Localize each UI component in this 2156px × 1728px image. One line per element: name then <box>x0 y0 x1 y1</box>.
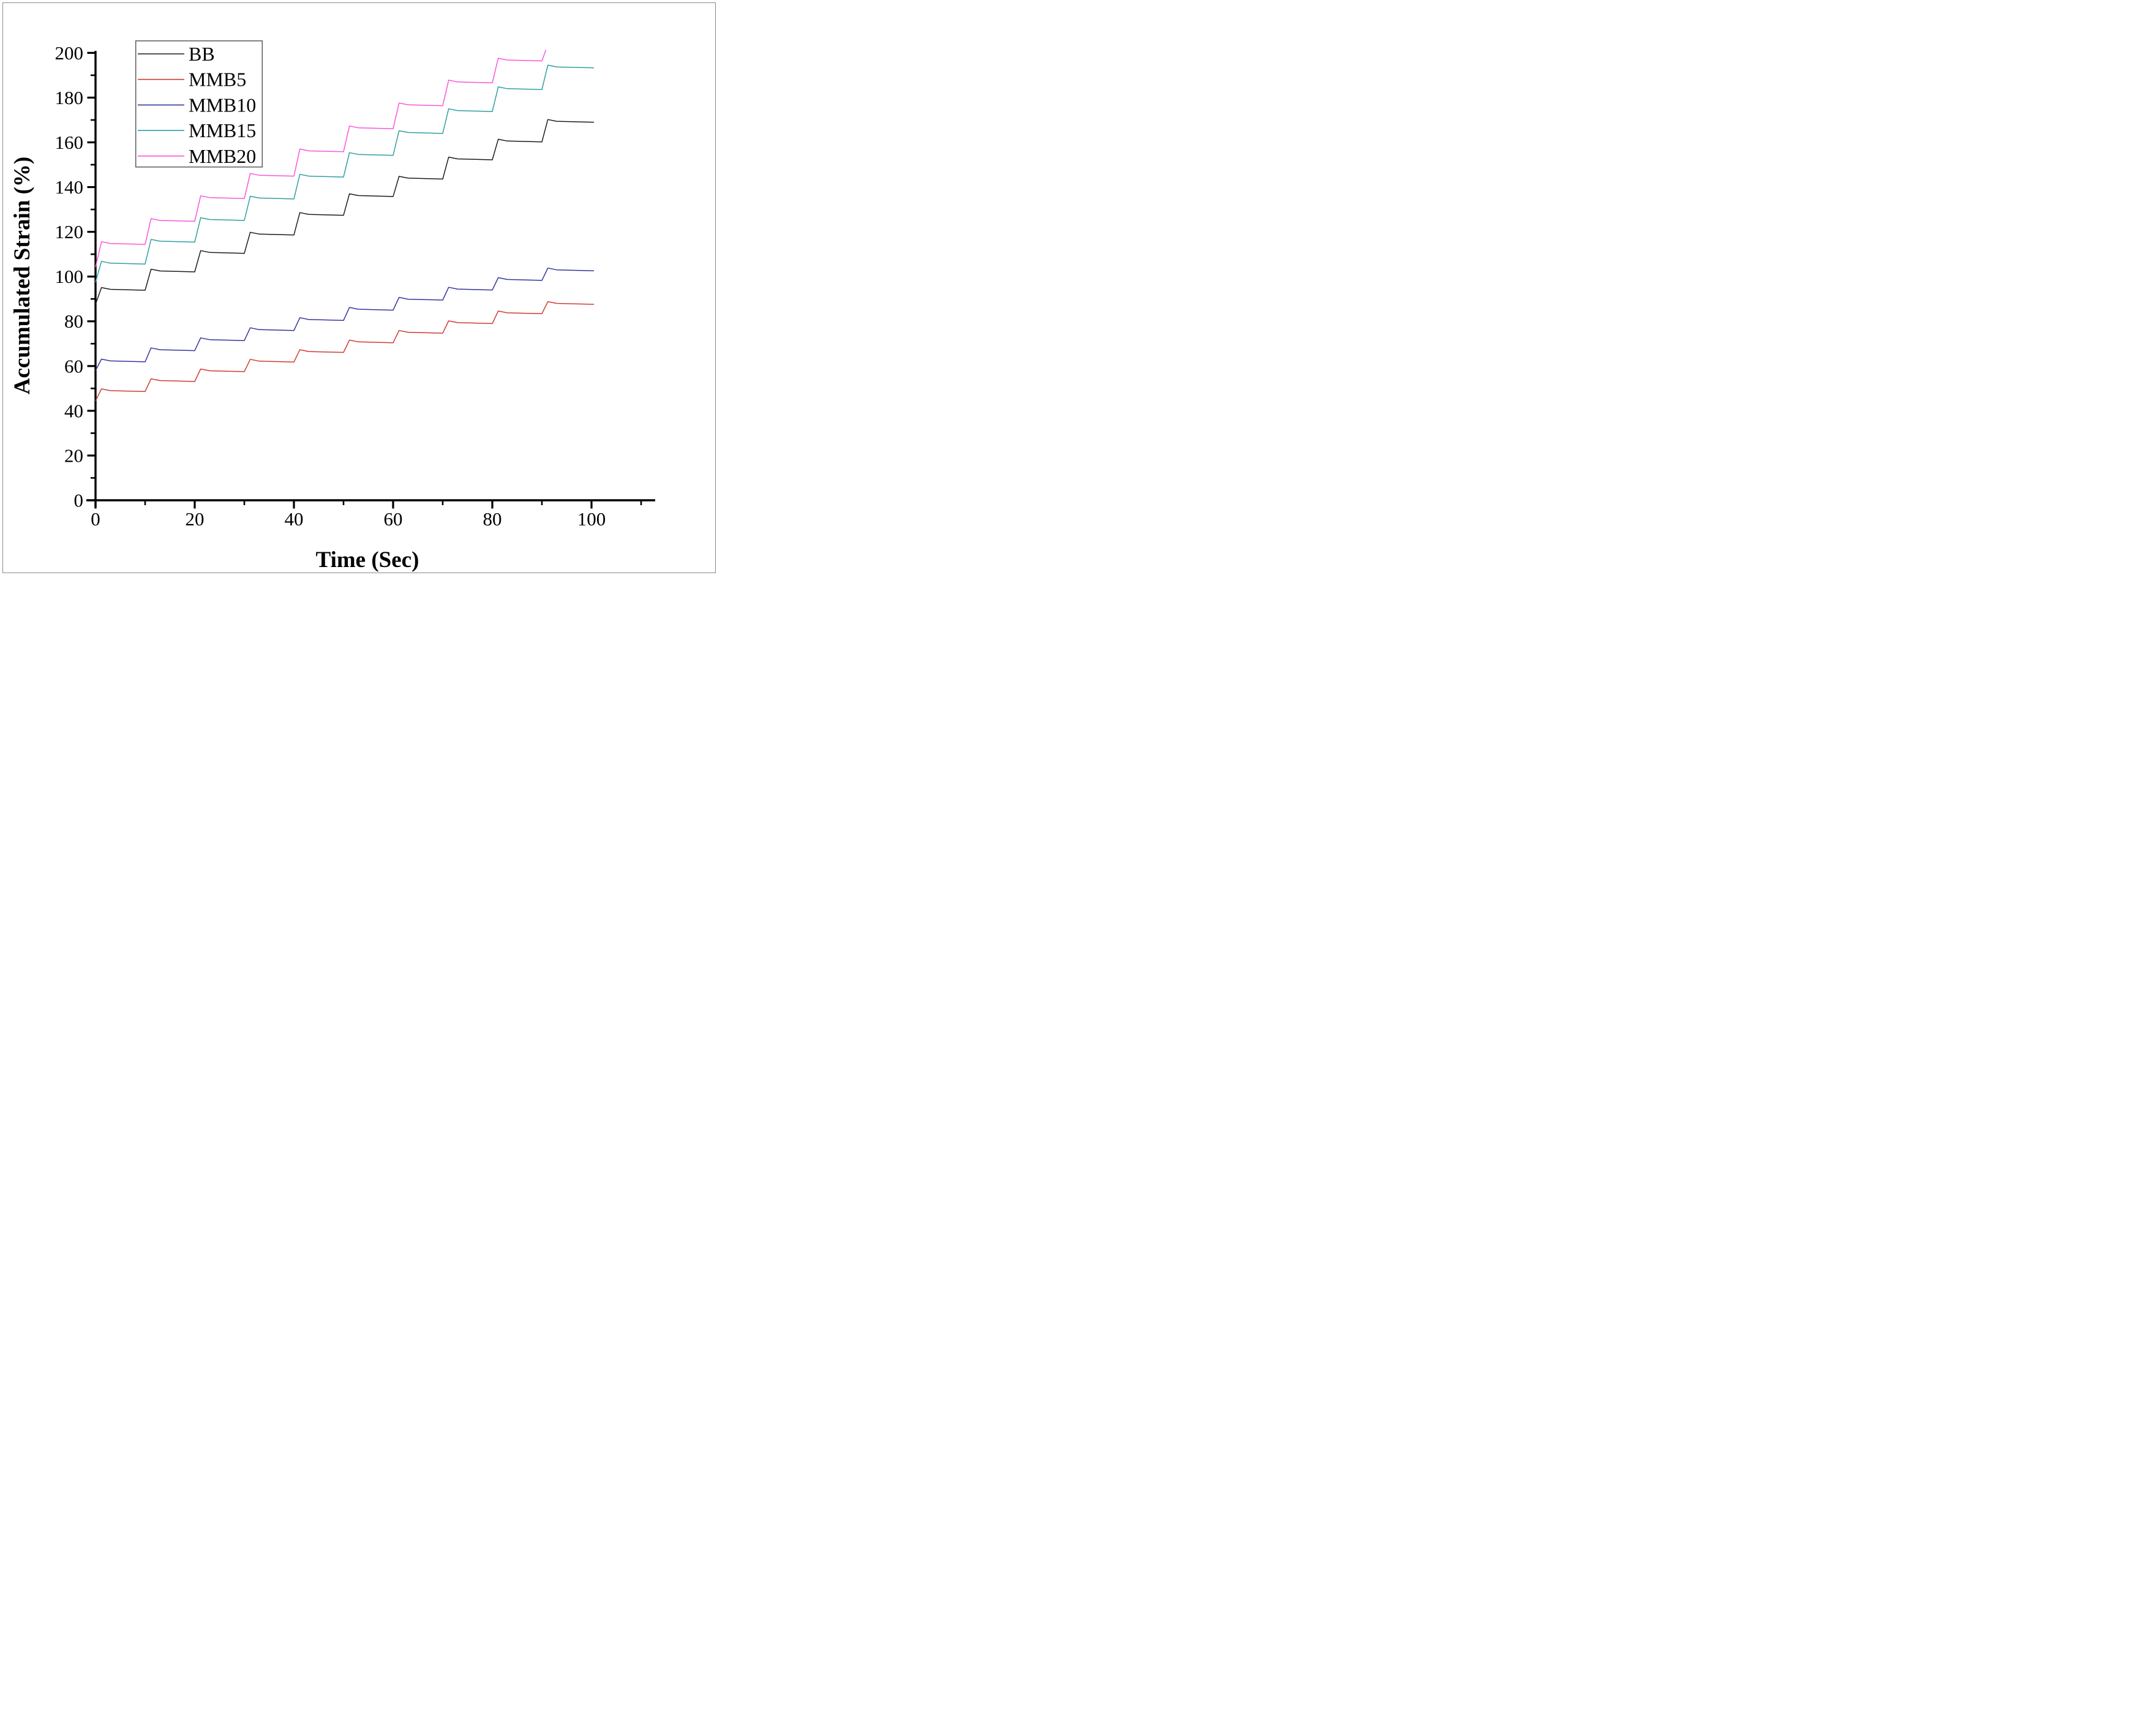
legend: BB MMB5 MMB10 MMB15 MMB20 <box>135 40 263 168</box>
y-axis-title: Accumulated Strain (%) <box>10 157 35 394</box>
axes <box>86 51 655 508</box>
x-tick-label: 0 <box>91 508 100 530</box>
series-line-BB <box>95 119 595 305</box>
figure: 0 20 40 60 80 100 0 20 40 60 80 100 120 140 160 180 200 … <box>0 0 719 576</box>
legend-item-BB: BB <box>138 43 215 65</box>
x-axis-title: Time (Sec) <box>316 547 419 573</box>
y-tick-label: 140 <box>55 176 84 198</box>
series-line-MMB15 <box>95 64 595 283</box>
x-tick-label: 100 <box>577 508 606 530</box>
legend-label-MMB5: MMB5 <box>189 69 246 91</box>
series-line-MMB5 <box>95 301 595 402</box>
chart: 0 20 40 60 80 100020406080100120140160180200 … <box>10 40 655 573</box>
series-line-MMB20 <box>95 50 547 268</box>
legend-item-MMB5: MMB5 <box>138 69 246 91</box>
legend-item-MMB20: MMB20 <box>138 145 256 167</box>
x-tick-label: 60 <box>384 508 403 530</box>
legend-item-MMB15: MMB15 <box>138 119 256 141</box>
legend-item-MMB10: MMB10 <box>138 94 256 116</box>
y-tick-label: 120 <box>55 221 84 242</box>
y-tick-label: 160 <box>55 132 84 153</box>
y-tick-label: 40 <box>64 400 83 421</box>
axis-ticks <box>87 51 642 509</box>
legend-box <box>135 40 263 168</box>
legend-label-MMB15: MMB15 <box>189 119 256 141</box>
series-line-MMB10 <box>95 268 595 371</box>
x-tick-label: 40 <box>285 508 304 530</box>
y-tick-label: 100 <box>55 266 84 287</box>
y-tick-label: 80 <box>64 310 83 332</box>
y-tick-label: 200 <box>55 42 84 64</box>
legend-label-MMB20: MMB20 <box>189 145 256 167</box>
y-tick-label: 0 <box>74 490 84 511</box>
y-tick-label: 60 <box>64 355 83 377</box>
tick-labels: 0 20 40 60 80 100 0 20 40 60 80 100 120 140 160 180 200 <box>55 42 606 530</box>
y-tick-label: 180 <box>55 87 84 108</box>
x-tick-label: 80 <box>483 508 502 530</box>
x-tick-label: 20 <box>186 508 205 530</box>
legend-label-BB: BB <box>189 43 215 65</box>
y-tick-label: 20 <box>64 445 83 466</box>
series-lines <box>95 50 595 402</box>
legend-label-MMB10: MMB10 <box>189 94 256 116</box>
